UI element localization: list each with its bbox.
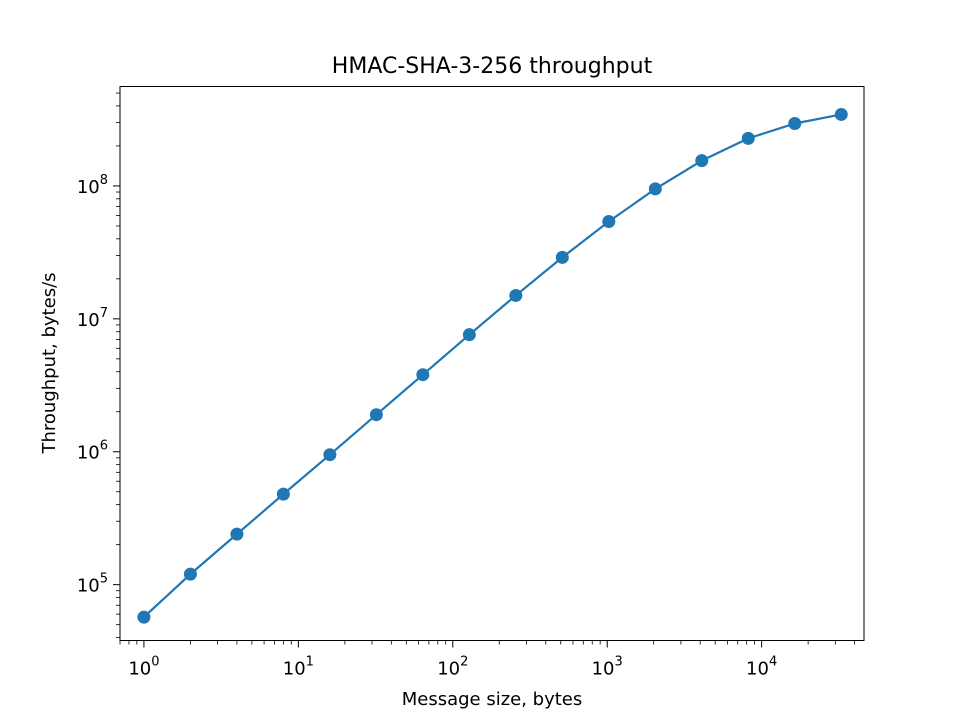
chart-title: HMAC-SHA-3-256 throughput	[332, 54, 653, 79]
y-tick-label-exponent: 6	[100, 439, 108, 454]
y-tick-label-exponent: 8	[100, 173, 108, 188]
data-point	[276, 487, 290, 501]
y-tick-label: 106	[77, 439, 108, 464]
data-point	[416, 368, 430, 382]
x-axis: 100 101 102 103 104	[119, 640, 856, 680]
y-tick-label-base: 10	[77, 310, 100, 331]
y-tick-label-base: 10	[77, 177, 100, 198]
x-tick-label-base: 10	[746, 659, 769, 680]
y-tick-label-exponent: 5	[100, 572, 108, 587]
y-tick-label-base: 10	[77, 576, 100, 597]
y-tick-label: 105	[77, 572, 108, 597]
data-point	[369, 408, 383, 422]
data-point	[323, 448, 337, 462]
x-tick-label: 103	[592, 655, 623, 680]
y-tick-label: 107	[77, 306, 108, 331]
y-axis-label: Throughput, bytes/s	[39, 272, 60, 454]
data-point	[230, 527, 244, 541]
x-tick-label-exponent: 1	[306, 655, 314, 670]
data-point	[741, 131, 755, 145]
x-tick-label-base: 10	[128, 659, 151, 680]
y-tick-label-base: 10	[77, 443, 100, 464]
x-tick-label-base: 10	[283, 659, 306, 680]
data-point	[183, 567, 197, 581]
data-point	[137, 610, 151, 624]
plot-layer	[137, 107, 848, 624]
y-tick-label: 108	[77, 173, 108, 198]
x-tick-label: 100	[128, 655, 159, 680]
data-point	[509, 288, 523, 302]
x-tick-label-exponent: 4	[769, 655, 777, 670]
data-point	[648, 182, 662, 196]
x-tick-label: 102	[437, 655, 468, 680]
y-tick-label-exponent: 7	[100, 306, 108, 321]
x-tick-label-exponent: 3	[615, 655, 623, 670]
series-line	[143, 113, 842, 618]
data-point	[602, 215, 616, 228]
x-tick-label-exponent: 2	[460, 655, 468, 670]
x-tick-label-base: 10	[437, 659, 460, 680]
x-tick-label: 104	[746, 655, 777, 680]
x-tick-label-exponent: 0	[151, 655, 159, 670]
data-point	[555, 250, 569, 264]
x-tick-label-base: 10	[592, 659, 615, 680]
x-axis-label: Message size, bytes	[402, 689, 583, 710]
data-point	[695, 154, 709, 168]
data-point	[788, 117, 802, 130]
plot-frame	[119, 86, 865, 641]
data-point	[834, 107, 848, 121]
data-point	[462, 328, 476, 342]
x-tick-label: 101	[283, 655, 314, 680]
